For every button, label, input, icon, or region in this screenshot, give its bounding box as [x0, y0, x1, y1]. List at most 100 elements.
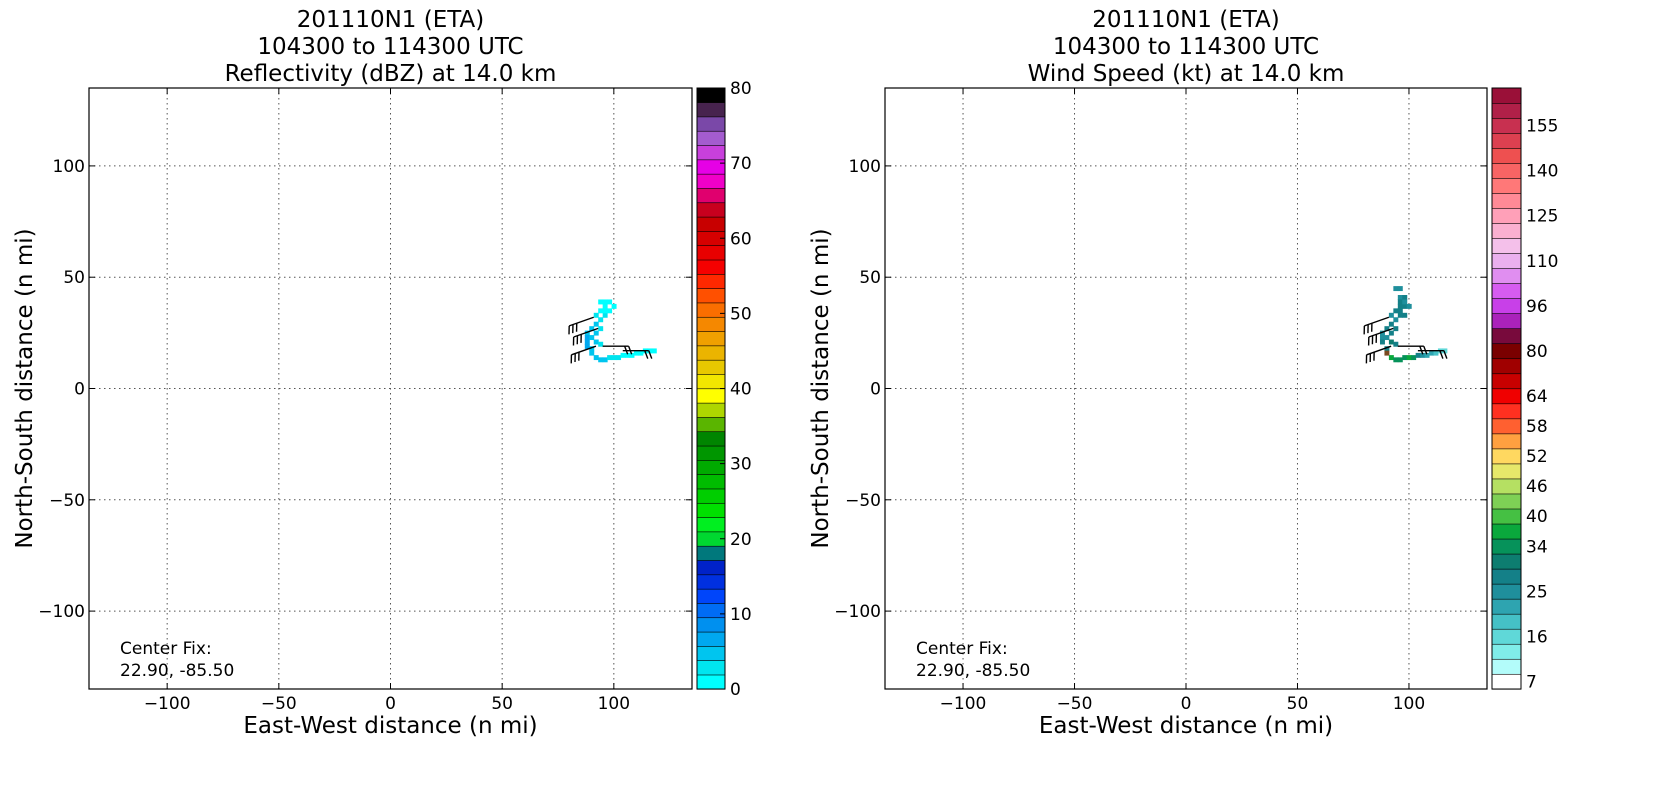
colorbar-segment — [1492, 434, 1521, 449]
colorbar-segment — [1492, 554, 1521, 569]
echo-cell — [589, 335, 594, 340]
y-axis-label: North-South distance (n mi) — [12, 228, 38, 548]
colorbar-segment — [1492, 148, 1521, 163]
echo-cell — [585, 340, 590, 345]
colorbar-segment — [697, 346, 725, 361]
y-tick-label: 0 — [74, 380, 85, 400]
echo-cell — [1384, 351, 1389, 356]
colorbar-segment — [697, 288, 725, 303]
colorbar-tick-label: 80 — [730, 79, 752, 99]
colorbar-tick-label: 20 — [730, 530, 752, 550]
y-axis-label: North-South distance (n mi) — [808, 228, 834, 548]
echo-cell — [603, 304, 608, 309]
colorbar-segment — [1492, 629, 1521, 644]
colorbar-segment — [697, 503, 725, 518]
echo-cell — [1398, 295, 1403, 300]
echo-cell — [1398, 357, 1403, 362]
y-tick-label: 100 — [849, 157, 881, 177]
y-tick-label: 50 — [63, 268, 85, 288]
x-tick-label: −50 — [1057, 694, 1093, 714]
center-fix-label: Center Fix: — [120, 639, 212, 659]
colorbar-segment — [697, 117, 725, 132]
colorbar-tick-label: 10 — [730, 605, 752, 625]
colorbar-segment — [1492, 223, 1521, 238]
colorbar-segment — [1492, 283, 1521, 298]
colorbar-segment — [697, 217, 725, 232]
colorbar-segment — [1492, 133, 1521, 148]
echo-cell — [598, 317, 603, 322]
colorbar-segment — [697, 632, 725, 647]
colorbar-segment — [1492, 659, 1521, 674]
echo-cell — [1402, 304, 1407, 309]
colorbar-tick-label: 155 — [1526, 117, 1558, 137]
colorbar-segment — [1492, 313, 1521, 328]
center-fix-label: Center Fix: — [916, 639, 1008, 659]
x-tick-label: −50 — [261, 694, 297, 714]
echo-cell — [1398, 308, 1403, 313]
x-tick-label: 100 — [598, 694, 630, 714]
y-tick-label: 50 — [859, 268, 881, 288]
colorbar-segment — [1492, 358, 1521, 373]
colorbar-tick-label: 30 — [730, 455, 752, 475]
colorbar-tick-label: 25 — [1526, 582, 1548, 602]
colorbar-segment — [1492, 524, 1521, 539]
echo-cell — [1407, 304, 1412, 309]
echo-cell — [607, 355, 612, 360]
colorbar-tick-label: 58 — [1526, 417, 1548, 437]
colorbar-segment — [697, 88, 725, 103]
echo-cell — [603, 299, 608, 304]
colorbar-tick-label: 34 — [1526, 537, 1548, 557]
echo-cell — [1398, 299, 1403, 304]
x-axis-label: East-West distance (n mi) — [1039, 713, 1333, 739]
colorbar-segment — [697, 260, 725, 275]
colorbar-segment — [1492, 644, 1521, 659]
colorbar-tick-label: 40 — [1526, 507, 1548, 527]
colorbar-segment — [1492, 479, 1521, 494]
colorbar-segment — [697, 331, 725, 346]
y-tick-label: 100 — [53, 157, 85, 177]
center-fix-value: 22.90, -85.50 — [120, 661, 234, 681]
colorbar-segment — [1492, 464, 1521, 479]
echo-cell — [1393, 357, 1398, 362]
echo-cell — [612, 355, 617, 360]
colorbar-segment — [697, 489, 725, 504]
colorbar-segment — [697, 274, 725, 289]
echo-cell — [589, 351, 594, 356]
echo-cell — [607, 299, 612, 304]
echo-cell — [1393, 326, 1398, 331]
colorbar-segment — [697, 102, 725, 117]
colorbar-segment — [1492, 539, 1521, 554]
chart-title-line: Wind Speed (kt) at 14.0 km — [1028, 61, 1345, 87]
colorbar-segment — [697, 617, 725, 632]
colorbar-segment — [1492, 328, 1521, 343]
colorbar-segment — [697, 660, 725, 675]
colorbar-segment — [697, 317, 725, 332]
echo-cell — [607, 308, 612, 313]
colorbar-segment — [697, 646, 725, 661]
echo-cell — [1389, 340, 1394, 345]
echo-cell — [603, 313, 608, 318]
echo-cell — [634, 351, 639, 356]
echo-cell — [1433, 351, 1438, 356]
echo-cell — [603, 357, 608, 362]
echo-cell — [1389, 313, 1394, 318]
echo-cell — [616, 355, 621, 360]
colorbar-segment — [1492, 389, 1521, 404]
echo-cell — [1393, 286, 1398, 291]
colorbar-segment — [1492, 674, 1521, 689]
x-tick-label: 50 — [491, 694, 513, 714]
colorbar-segment — [1492, 343, 1521, 358]
chart-title-line: 201110N1 (ETA) — [1092, 7, 1279, 33]
x-tick-label: −100 — [144, 694, 191, 714]
colorbar-segment — [1492, 494, 1521, 509]
colorbar-segment — [1492, 373, 1521, 388]
colorbar-segment — [697, 560, 725, 575]
colorbar-segment — [1492, 404, 1521, 419]
y-tick-label: −50 — [49, 491, 85, 511]
echo-cell — [1429, 351, 1434, 356]
colorbar-segment — [697, 374, 725, 389]
colorbar-tick-label: 16 — [1526, 627, 1548, 647]
